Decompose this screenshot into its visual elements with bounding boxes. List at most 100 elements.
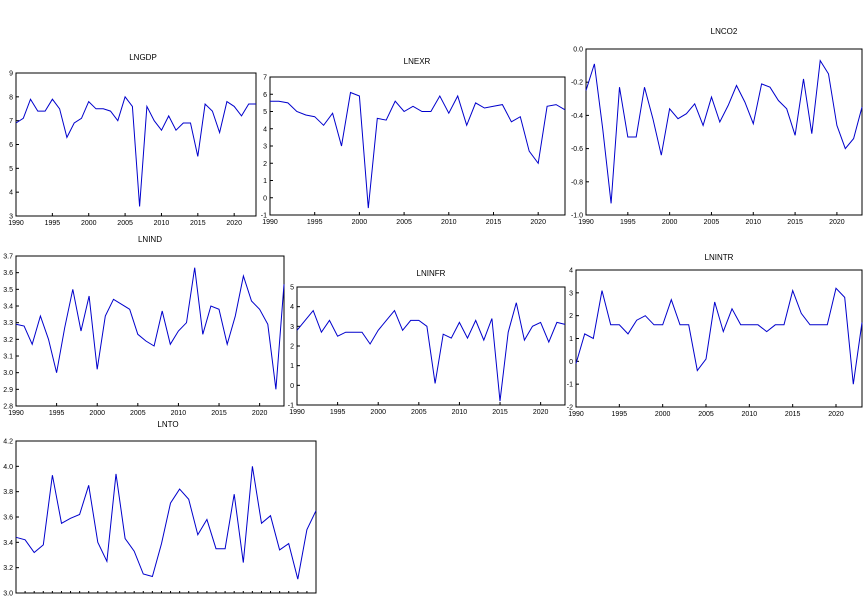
x-tick-label: 2000 [655, 411, 671, 418]
y-tick-label: -0.8 [571, 179, 583, 186]
x-tick-label: 2015 [486, 219, 502, 226]
y-tick-label: 3.5 [3, 287, 13, 294]
x-tick-label: 1990 [8, 220, 24, 227]
x-tick-label: 2015 [492, 409, 508, 416]
x-tick-label: 2015 [787, 219, 803, 226]
chart-panel-lnind: LNIND 2.8 2.9 3.0 3.1 3.2 3.3 3.4 3.5 3.6 3.7 1990 1… [3, 235, 285, 417]
x-tick-label: 1990 [262, 219, 278, 226]
x-tick-label: 2010 [171, 410, 187, 417]
plot-frame [585, 48, 863, 216]
x-tick-label: 2010 [742, 411, 758, 418]
x-tick-label: 2005 [396, 219, 412, 226]
x-tick-label: 2020 [533, 409, 549, 416]
chart-title: LNGDP [129, 53, 157, 62]
x-tick-label: 2005 [130, 410, 146, 417]
x-tick-label: 1990 [8, 410, 24, 417]
y-tick-label: 3.2 [3, 565, 13, 572]
chart-title: LNIND [138, 235, 162, 244]
x-tick-label: 2000 [352, 219, 368, 226]
series-line-lnintr [575, 287, 863, 385]
y-tick-label: 3.4 [3, 540, 13, 547]
x-tick-label: 1995 [612, 411, 628, 418]
x-tick-label: 1995 [620, 219, 636, 226]
x-tick-label: 1995 [49, 410, 65, 417]
y-tick-label: 4.0 [3, 464, 13, 471]
chart-panel-lninfr: LNINFR -1 0 1 2 3 4 5 1990 1995 2000 2005 2010 2015 20… [288, 269, 566, 416]
y-tick-label: 1 [290, 363, 294, 370]
y-tick-label: 4 [263, 126, 267, 133]
y-tick-label: 5 [290, 285, 294, 292]
y-tick-label: 8 [9, 94, 13, 101]
x-tick-label: 1995 [330, 409, 346, 416]
y-tick-label: 5 [9, 166, 13, 173]
y-tick-label: 3.0 [3, 591, 13, 597]
y-tick-label: -1 [288, 403, 294, 410]
chart-title: LNEXR [404, 57, 431, 66]
plot-frame [575, 269, 863, 408]
y-tick-label: -0.6 [571, 146, 583, 153]
y-tick-label: 3.0 [3, 370, 13, 377]
y-tick-label: 3.4 [3, 304, 13, 311]
x-tick-label: 2015 [785, 411, 801, 418]
x-tick-label: 2020 [828, 411, 844, 418]
x-tick-label: 2020 [226, 220, 242, 227]
chart-panel-lnintr: LNINTR -2 -1 0 1 2 3 4 1990 1995 2000 2005 2010 2015 2… [567, 253, 863, 418]
x-tick-label: 2005 [411, 409, 427, 416]
y-tick-label: 0 [263, 195, 267, 202]
y-tick-label: 4 [569, 268, 573, 275]
y-tick-label: -1.0 [571, 213, 583, 220]
chart-panel-lnco2: LNCO2 -1.0 -0.8 -0.6 -0.4 -0.2 0.0 1990 1995 2000… [571, 27, 863, 226]
y-tick-label: 3.8 [3, 489, 13, 496]
y-tick-label: 3 [263, 144, 267, 151]
x-tick-label: 2000 [662, 219, 678, 226]
chart-panel-lnto: LNTO 3.0 3.2 3.4 3.6 3.8 4.0 4.2 [3, 420, 317, 597]
y-tick-label: 3 [290, 324, 294, 331]
y-tick-label: 3.6 [3, 270, 13, 277]
chart-title: LNTO [157, 420, 178, 429]
y-tick-label: 4 [9, 190, 13, 197]
chart-panel-lngdp: LNGDP 3 4 5 6 7 8 9 1990 1995 2000 2005 2010 2015 2020 [8, 53, 257, 227]
series-line-lnto [15, 466, 317, 580]
y-tick-label: 3.3 [3, 320, 13, 327]
y-tick-label: 0 [569, 359, 573, 366]
x-tick-label: 2000 [89, 410, 105, 417]
y-tick-label: 2 [290, 344, 294, 351]
y-tick-label: -0.2 [571, 80, 583, 87]
x-tick-label: 2015 [211, 410, 227, 417]
x-tick-label: 2005 [698, 411, 714, 418]
plot-frame [15, 72, 257, 217]
y-tick-label: 2.9 [3, 387, 13, 394]
y-tick-label: 3.1 [3, 354, 13, 361]
y-tick-label: 9 [9, 71, 13, 78]
series-line-lninfr [296, 302, 566, 402]
y-tick-label: 6 [9, 142, 13, 149]
y-tick-label: 2 [569, 313, 573, 320]
x-tick-label: 2005 [704, 219, 720, 226]
series-line-lnexr [270, 91, 566, 209]
x-tick-label: 2020 [530, 219, 546, 226]
y-tick-label: 0 [290, 383, 294, 390]
y-tick-label: 5 [263, 109, 267, 116]
plot-frame [296, 286, 566, 406]
y-tick-label: -2 [567, 405, 573, 412]
x-tick-label: 1995 [307, 219, 323, 226]
y-tick-label: 7 [9, 118, 13, 125]
y-tick-label: 4 [290, 304, 294, 311]
y-tick-label: 6 [263, 92, 267, 99]
series-line-lnind [15, 267, 285, 390]
x-tick-label: 1990 [578, 219, 594, 226]
x-tick-label: 2010 [452, 409, 468, 416]
x-tick-label: 2000 [81, 220, 97, 227]
y-tick-label: -1 [567, 382, 573, 389]
x-tick-label: 1995 [45, 220, 61, 227]
y-tick-label: 2 [263, 161, 267, 168]
y-tick-label: 3 [569, 290, 573, 297]
y-tick-label: 3.2 [3, 337, 13, 344]
chart-title: LNCO2 [711, 27, 738, 36]
x-tick-label: 2010 [745, 219, 761, 226]
y-tick-label: 4.2 [3, 439, 13, 446]
x-tick-label: 2010 [441, 219, 457, 226]
series-line-lnco2 [585, 59, 863, 204]
x-tick-label: 2015 [190, 220, 206, 227]
